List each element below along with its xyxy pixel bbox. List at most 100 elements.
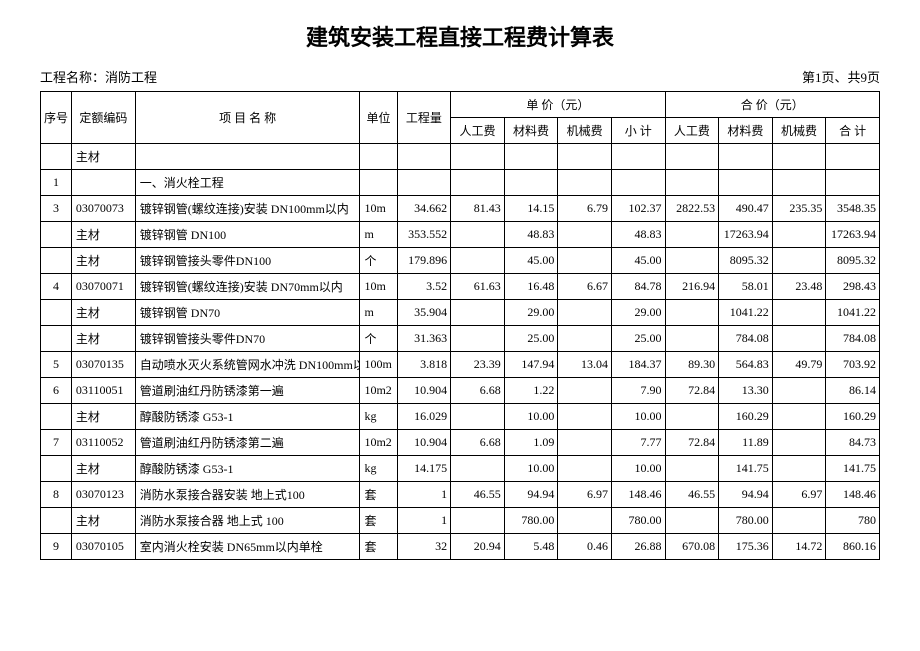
cell: 26.88 bbox=[611, 534, 665, 560]
table-row: 503070135自动喷水灭火系统管网水冲洗 DN100mm以内100m3.81… bbox=[41, 352, 880, 378]
cell: 29.00 bbox=[611, 300, 665, 326]
cell: 490.47 bbox=[719, 196, 773, 222]
cell bbox=[71, 170, 135, 196]
table-row: 303070073镀锌钢管(螺纹连接)安装 DN100mm以内10m34.662… bbox=[41, 196, 880, 222]
cell bbox=[665, 248, 719, 274]
cell: 消防水泵接合器 地上式 100 bbox=[135, 508, 360, 534]
cell: 03070073 bbox=[71, 196, 135, 222]
cell bbox=[558, 378, 612, 404]
cell: 10m2 bbox=[360, 378, 397, 404]
cell: 自动喷水灭火系统管网水冲洗 DN100mm以内 bbox=[135, 352, 360, 378]
cell: 25.00 bbox=[611, 326, 665, 352]
table-row: 主材醇酸防锈漆 G53-1kg14.17510.0010.00141.75141… bbox=[41, 456, 880, 482]
table-row: 主材镀锌钢管 DN100m353.55248.8348.8317263.9417… bbox=[41, 222, 880, 248]
cell: 03070135 bbox=[71, 352, 135, 378]
cell: 784.08 bbox=[719, 326, 773, 352]
cell: 6.68 bbox=[451, 378, 505, 404]
cell: 298.43 bbox=[826, 274, 880, 300]
cell: 8 bbox=[41, 482, 72, 508]
cell: 13.04 bbox=[558, 352, 612, 378]
cell: 10m bbox=[360, 274, 397, 300]
th-tp-total: 合 计 bbox=[826, 118, 880, 144]
cell bbox=[504, 144, 558, 170]
cell bbox=[772, 456, 826, 482]
cell bbox=[451, 326, 505, 352]
th-tp-material: 材料费 bbox=[719, 118, 773, 144]
cell bbox=[451, 508, 505, 534]
th-code: 定额编码 bbox=[71, 92, 135, 144]
cell: 179.896 bbox=[397, 248, 451, 274]
cell: 套 bbox=[360, 482, 397, 508]
cell bbox=[611, 170, 665, 196]
cell bbox=[826, 170, 880, 196]
cell bbox=[451, 144, 505, 170]
cell: 6.68 bbox=[451, 430, 505, 456]
cell bbox=[558, 430, 612, 456]
table-row: 主材镀锌钢管接头零件DN70个31.36325.0025.00784.08784… bbox=[41, 326, 880, 352]
cell: 49.79 bbox=[772, 352, 826, 378]
cell: 3 bbox=[41, 196, 72, 222]
cell: 780 bbox=[826, 508, 880, 534]
cell: 17263.94 bbox=[826, 222, 880, 248]
cell: 个 bbox=[360, 326, 397, 352]
cell: 6.67 bbox=[558, 274, 612, 300]
th-up-material: 材料费 bbox=[504, 118, 558, 144]
table-row: 主材镀锌钢管 DN70m35.90429.0029.001041.221041.… bbox=[41, 300, 880, 326]
cell: 10.904 bbox=[397, 430, 451, 456]
th-qty: 工程量 bbox=[397, 92, 451, 144]
cell bbox=[558, 326, 612, 352]
cell: 镀锌钢管 DN100 bbox=[135, 222, 360, 248]
cell bbox=[558, 144, 612, 170]
cell bbox=[451, 404, 505, 430]
cell: m bbox=[360, 222, 397, 248]
cell: 主材 bbox=[71, 404, 135, 430]
cell bbox=[772, 404, 826, 430]
cell bbox=[665, 170, 719, 196]
cell bbox=[772, 222, 826, 248]
cell: 套 bbox=[360, 508, 397, 534]
cell: 72.84 bbox=[665, 430, 719, 456]
cell: 镀锌钢管(螺纹连接)安装 DN100mm以内 bbox=[135, 196, 360, 222]
cell bbox=[772, 326, 826, 352]
cell bbox=[397, 170, 451, 196]
cell: 45.00 bbox=[504, 248, 558, 274]
cell: 84.73 bbox=[826, 430, 880, 456]
cell: 9 bbox=[41, 534, 72, 560]
cell: 6 bbox=[41, 378, 72, 404]
th-up-labor: 人工费 bbox=[451, 118, 505, 144]
cell bbox=[558, 222, 612, 248]
cell bbox=[41, 222, 72, 248]
cell bbox=[451, 222, 505, 248]
cell: 个 bbox=[360, 248, 397, 274]
cell: 主材 bbox=[71, 456, 135, 482]
table-row: 主材镀锌钢管接头零件DN100个179.89645.0045.008095.32… bbox=[41, 248, 880, 274]
cell: 780.00 bbox=[504, 508, 558, 534]
cell: 10m bbox=[360, 196, 397, 222]
cell: 10.00 bbox=[611, 456, 665, 482]
cell: 81.43 bbox=[451, 196, 505, 222]
cell bbox=[451, 456, 505, 482]
cell: 5 bbox=[41, 352, 72, 378]
cell: 84.78 bbox=[611, 274, 665, 300]
cell: 镀锌钢管接头零件DN70 bbox=[135, 326, 360, 352]
cell: 消防水泵接合器安装 地上式100 bbox=[135, 482, 360, 508]
cell: 100m bbox=[360, 352, 397, 378]
cell bbox=[135, 144, 360, 170]
cell: 1.22 bbox=[504, 378, 558, 404]
cell: 32 bbox=[397, 534, 451, 560]
cell: 03070123 bbox=[71, 482, 135, 508]
cell: 10.00 bbox=[504, 404, 558, 430]
cell bbox=[772, 430, 826, 456]
cost-table: 序号 定额编码 项 目 名 称 单位 工程量 单 价（元） 合 价（元） 人工费… bbox=[40, 91, 880, 560]
table-row: 403070071镀锌钢管(螺纹连接)安装 DN70mm以内10m3.5261.… bbox=[41, 274, 880, 300]
cell bbox=[558, 456, 612, 482]
th-total-price: 合 价（元） bbox=[665, 92, 879, 118]
cell: 2822.53 bbox=[665, 196, 719, 222]
cell: 31.363 bbox=[397, 326, 451, 352]
cell: 0.46 bbox=[558, 534, 612, 560]
cell bbox=[41, 326, 72, 352]
cell: kg bbox=[360, 456, 397, 482]
cell: 1.09 bbox=[504, 430, 558, 456]
cell: 主材 bbox=[71, 508, 135, 534]
cell: 13.30 bbox=[719, 378, 773, 404]
